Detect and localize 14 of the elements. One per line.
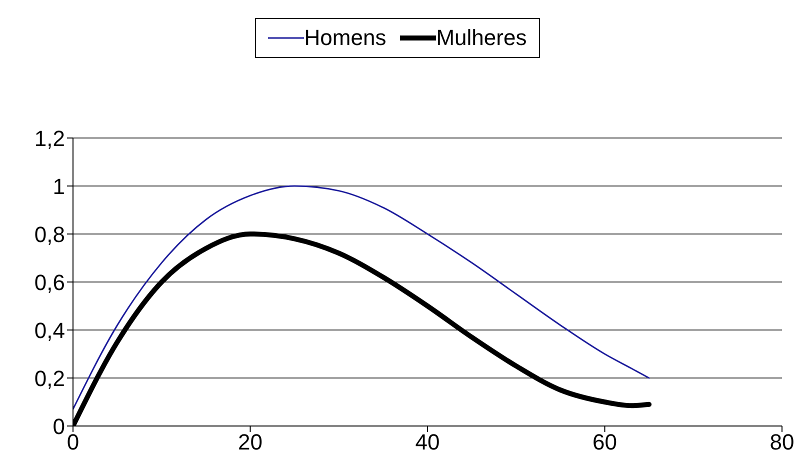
x-tick-label: 80 bbox=[770, 430, 794, 455]
y-tick-label: 1,2 bbox=[34, 126, 65, 151]
x-tick-label: 20 bbox=[238, 430, 262, 455]
legend-label: Mulheres bbox=[436, 25, 527, 51]
legend-label: Homens bbox=[304, 25, 386, 51]
x-tick-label: 40 bbox=[415, 430, 440, 455]
y-tick-label: 0,6 bbox=[34, 270, 65, 295]
y-tick-label: 1 bbox=[52, 174, 65, 199]
y-tick-label: 0,8 bbox=[34, 222, 65, 247]
y-tick-label: 0,2 bbox=[34, 366, 65, 391]
x-tick-label: 60 bbox=[592, 430, 617, 455]
line-series bbox=[73, 185, 650, 410]
y-tick-label: 0 bbox=[52, 414, 65, 439]
y-tick-label: 0,4 bbox=[34, 318, 65, 343]
